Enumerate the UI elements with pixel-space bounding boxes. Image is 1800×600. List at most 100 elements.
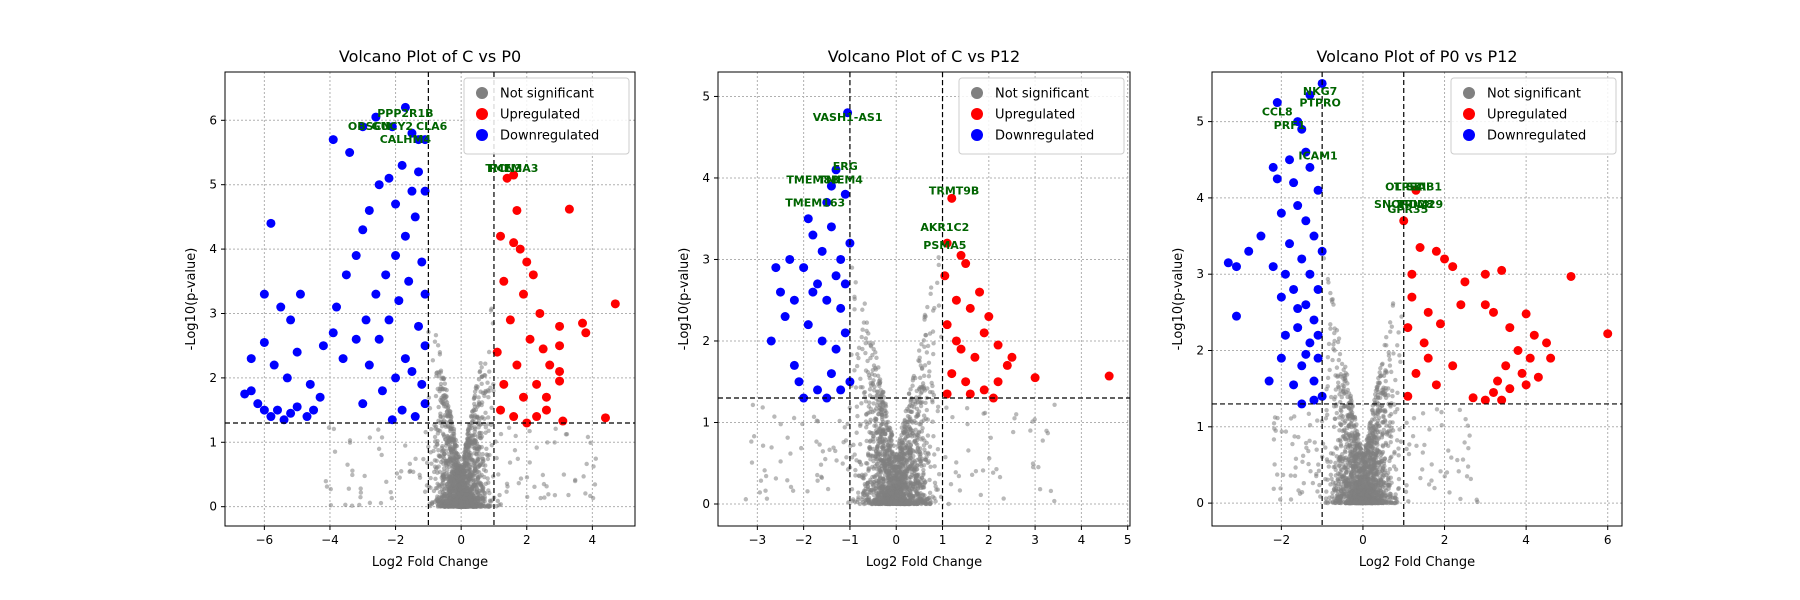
point-not-significant — [441, 375, 446, 381]
point-not-significant — [884, 446, 889, 451]
point-not-significant — [875, 389, 880, 395]
point-upregulated — [555, 366, 565, 376]
point-not-significant — [486, 488, 491, 493]
point-not-significant — [935, 447, 941, 452]
point-not-significant — [921, 373, 927, 379]
point-not-significant — [861, 476, 866, 481]
point-not-significant — [873, 486, 878, 491]
point-downregulated — [358, 225, 368, 235]
point-upregulated — [532, 412, 542, 422]
point-not-significant — [913, 465, 918, 470]
point-not-significant — [1393, 467, 1399, 472]
point-not-significant — [1389, 369, 1394, 375]
point-not-significant — [936, 303, 942, 308]
point-not-significant — [534, 445, 539, 450]
point-downregulated — [789, 295, 799, 305]
point-not-significant — [920, 381, 926, 386]
point-not-significant — [426, 444, 431, 449]
point-not-significant — [476, 418, 482, 424]
point-upregulated — [522, 418, 532, 428]
point-not-significant — [1398, 439, 1404, 444]
point-downregulated — [361, 315, 371, 325]
point-not-significant — [478, 389, 483, 394]
point-not-significant — [950, 414, 955, 420]
point-not-significant — [855, 413, 860, 419]
point-not-significant — [926, 451, 931, 457]
point-not-significant — [438, 414, 443, 420]
point-downregulated — [246, 386, 256, 396]
point-downregulated — [384, 173, 394, 183]
y-tick-label: 1 — [702, 415, 710, 429]
point-not-significant — [906, 391, 912, 397]
point-upregulated — [970, 352, 980, 362]
point-not-significant — [905, 413, 911, 419]
point-not-significant — [788, 484, 794, 490]
point-not-significant — [935, 404, 941, 410]
point-not-significant — [994, 466, 999, 472]
point-not-significant — [588, 440, 593, 445]
point-not-significant — [345, 462, 350, 467]
point-not-significant — [433, 498, 439, 503]
point-not-significant — [865, 461, 870, 466]
point-not-significant — [1396, 486, 1401, 492]
point-not-significant — [518, 476, 524, 481]
point-not-significant — [943, 455, 948, 460]
legend-box — [463, 77, 630, 155]
point-not-significant — [1325, 375, 1331, 381]
point-not-significant — [841, 440, 846, 445]
point-not-significant — [532, 484, 537, 490]
point-upregulated — [564, 204, 574, 214]
point-downregulated — [822, 295, 832, 305]
point-not-significant — [433, 333, 439, 338]
point-not-significant — [912, 438, 918, 443]
point-not-significant — [1336, 380, 1341, 385]
point-downregulated — [817, 246, 827, 256]
point-downregulated — [374, 334, 384, 344]
gene-label: TMEM — [485, 162, 522, 175]
point-not-significant — [905, 440, 910, 445]
gene-label: TRMT9B — [929, 184, 979, 197]
point-not-significant — [331, 426, 337, 432]
point-not-significant — [890, 489, 895, 494]
point-not-significant — [891, 443, 897, 449]
point-not-significant — [930, 400, 935, 405]
point-downregulated — [246, 354, 256, 364]
point-not-significant — [488, 499, 493, 504]
point-not-significant — [921, 413, 927, 418]
point-not-significant — [997, 474, 1003, 480]
point-not-significant — [407, 461, 413, 467]
point-not-significant — [827, 447, 832, 452]
point-not-significant — [867, 375, 872, 381]
point-not-significant — [516, 480, 521, 486]
point-not-significant — [469, 462, 474, 468]
point-not-significant — [323, 478, 329, 484]
point-not-significant — [463, 475, 469, 480]
point-downregulated — [272, 405, 282, 415]
point-downregulated — [831, 271, 841, 281]
point-not-significant — [1393, 410, 1398, 415]
point-not-significant — [472, 401, 477, 407]
legend-upregulated-label: Upregulated — [995, 108, 1075, 123]
point-not-significant — [897, 501, 902, 507]
point-not-significant — [857, 473, 862, 479]
point-not-significant — [479, 504, 484, 509]
point-upregulated — [951, 336, 961, 346]
point-downregulated — [318, 341, 328, 351]
point-not-significant — [447, 425, 452, 431]
point-downregulated — [266, 218, 276, 228]
point-not-significant — [923, 450, 928, 456]
point-not-significant — [932, 480, 938, 486]
point-not-significant — [455, 462, 460, 467]
point-not-significant — [948, 482, 954, 487]
point-not-significant — [860, 500, 866, 505]
point-downregulated — [831, 344, 841, 354]
point-not-significant — [834, 458, 839, 463]
point-not-significant — [935, 487, 941, 492]
point-upregulated — [951, 295, 961, 305]
gene-label: TMEM4 — [818, 174, 863, 187]
point-not-significant — [876, 438, 881, 444]
x-axis-label: Log2 Fold Change — [372, 555, 488, 570]
point-not-significant — [440, 443, 445, 449]
point-not-significant — [552, 440, 557, 445]
point-not-significant — [527, 460, 532, 465]
